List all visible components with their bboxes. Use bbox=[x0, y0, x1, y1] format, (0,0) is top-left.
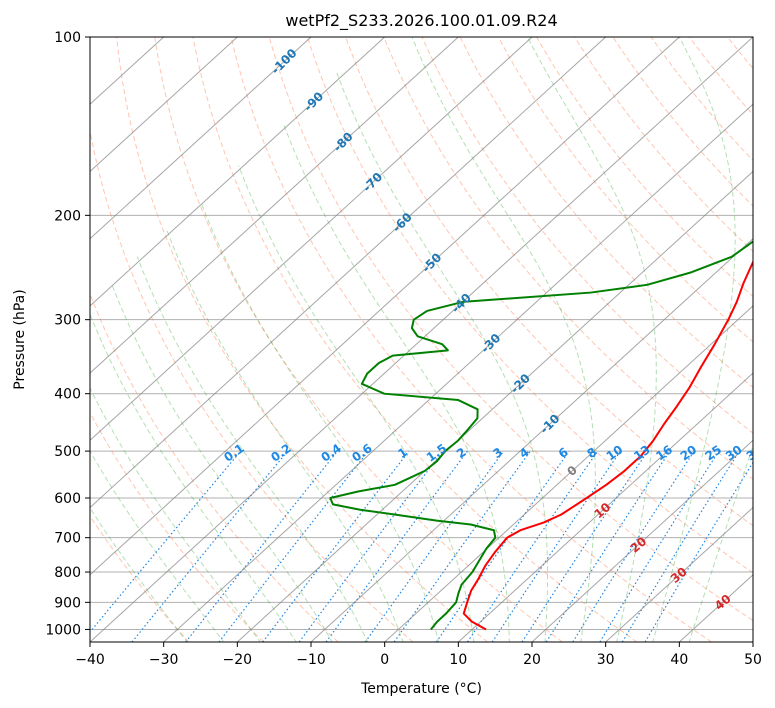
moist-adiabat bbox=[238, 165, 475, 642]
dry-adiabat bbox=[536, 37, 753, 298]
dry-adiabat bbox=[116, 37, 488, 642]
x-tick-label: 30 bbox=[597, 652, 615, 668]
isotherm bbox=[163, 103, 753, 642]
dry-adiabat bbox=[268, 37, 753, 622]
dry-adiabat bbox=[650, 37, 753, 162]
mixing-ratio-line bbox=[262, 450, 410, 642]
y-tick-label: 600 bbox=[54, 491, 81, 507]
mixing-ratio-line bbox=[393, 450, 531, 642]
y-tick-label: 200 bbox=[54, 208, 81, 224]
moist-adiabat bbox=[200, 201, 439, 642]
isotherm bbox=[605, 506, 753, 642]
isotherm bbox=[90, 37, 753, 642]
dry-adiabat bbox=[90, 292, 339, 642]
x-tick-label: 20 bbox=[523, 652, 541, 668]
dry-adiabat bbox=[192, 37, 638, 642]
isotherm bbox=[90, 37, 533, 442]
x-tick-label: 50 bbox=[744, 652, 762, 668]
dry-adiabat bbox=[345, 37, 753, 527]
moist-adiabat bbox=[110, 282, 333, 642]
moist-adiabat bbox=[165, 227, 404, 642]
isotherm bbox=[90, 37, 459, 374]
moist-adiabat bbox=[336, 72, 549, 642]
dry-adiabat bbox=[90, 515, 190, 642]
y-tick-label: 300 bbox=[54, 313, 81, 329]
isotherms bbox=[90, 37, 753, 642]
mixing-ratio-label: 36 bbox=[744, 442, 766, 463]
isotherm bbox=[90, 37, 680, 576]
isotherm bbox=[236, 170, 753, 642]
mixing-ratio-line bbox=[185, 450, 339, 642]
isotherm bbox=[457, 372, 753, 642]
plot-area: 0.10.20.40.611.52346810131620253036-100-… bbox=[90, 37, 766, 642]
x-axis-label: Temperature (°C) bbox=[360, 681, 482, 697]
mixing-ratio-line bbox=[218, 450, 369, 642]
moist-adiabat bbox=[652, 37, 736, 642]
dry-adiabat bbox=[230, 37, 712, 642]
y-tick-label: 800 bbox=[54, 565, 81, 581]
plot-frame bbox=[89, 36, 754, 643]
moist-adiabat bbox=[527, 37, 657, 642]
x-axis-ticks: −40 −30 −20 −10 0 10 20 30 40 50 bbox=[75, 642, 762, 668]
x-tick-label: −10 bbox=[296, 652, 326, 668]
x-tick-label: −40 bbox=[75, 652, 105, 668]
mixing-ratio-line bbox=[364, 450, 505, 642]
temperature-profile-line bbox=[462, 260, 753, 631]
x-tick-label: −30 bbox=[149, 652, 179, 668]
moist-adiabat bbox=[90, 386, 261, 642]
mixing-ratio-line bbox=[545, 450, 671, 642]
y-tick-label: 400 bbox=[54, 387, 81, 403]
isotherm bbox=[531, 439, 753, 642]
sounding-profiles bbox=[329, 240, 753, 631]
isotherm bbox=[90, 37, 607, 509]
x-tick-label: 0 bbox=[380, 652, 389, 668]
isotherm bbox=[90, 37, 312, 240]
moist-adiabat bbox=[688, 443, 753, 642]
x-tick-label: 10 bbox=[449, 652, 467, 668]
mixing-ratio-line bbox=[131, 450, 289, 642]
moist-adiabats bbox=[90, 37, 753, 642]
y-tick-label: 900 bbox=[54, 595, 81, 611]
dry-adiabat bbox=[459, 37, 753, 388]
y-axis-label: Pressure (hPa) bbox=[12, 289, 28, 389]
dry-adiabat bbox=[421, 37, 753, 434]
mixing-ratio-line bbox=[572, 450, 695, 642]
isotherm bbox=[310, 237, 753, 642]
y-tick-label: 500 bbox=[54, 444, 81, 460]
dry-adiabat bbox=[383, 37, 753, 480]
x-tick-label: 40 bbox=[670, 652, 688, 668]
chart-title: wetPf2_S233.2026.100.01.09.R24 bbox=[285, 11, 557, 31]
mixing-ratio-line bbox=[90, 450, 242, 633]
dry-adiabat bbox=[497, 37, 753, 343]
y-tick-label: 1000 bbox=[45, 622, 81, 638]
dewpoint-profile-line bbox=[329, 240, 753, 631]
y-tick-label: 700 bbox=[54, 531, 81, 547]
isotherm bbox=[90, 37, 238, 173]
x-tick-label: −20 bbox=[223, 652, 253, 668]
dry-adiabat bbox=[90, 128, 414, 642]
y-axis-ticks: 100 200 300 400 500 600 700 800 900 1000 bbox=[45, 30, 90, 638]
mixing-ratio-line bbox=[467, 450, 599, 642]
pressure-grid bbox=[90, 37, 753, 630]
moist-adiabat bbox=[282, 123, 510, 642]
isotherm bbox=[90, 37, 386, 307]
mixing-ratio-line bbox=[599, 450, 720, 642]
y-tick-label: 100 bbox=[54, 30, 81, 46]
moist-adiabat bbox=[136, 256, 369, 642]
mixing-ratio-line bbox=[644, 461, 753, 642]
moist-adiabat bbox=[90, 506, 188, 642]
